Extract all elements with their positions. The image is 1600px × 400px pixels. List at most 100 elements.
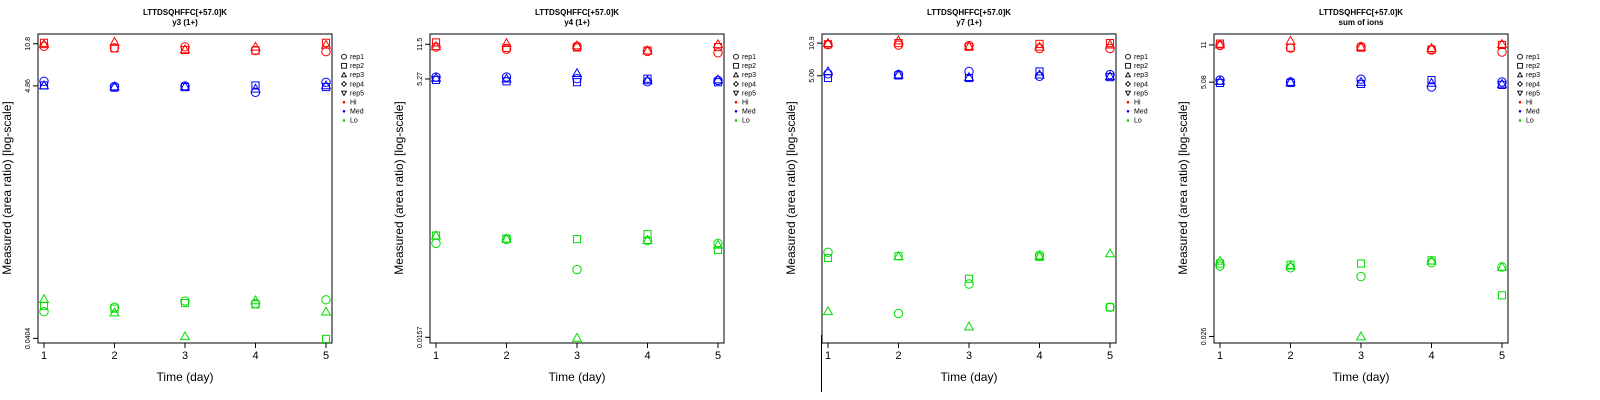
point-hi-rep3-day4 (1034, 41, 1045, 51)
point-med-rep3-day2 (893, 69, 904, 79)
y-axis-label: Measured (area ratio) [log-scale] (1176, 101, 1190, 274)
point-med-rep1-day5 (713, 75, 723, 86)
point-hi-rep3-day5 (1496, 38, 1508, 48)
legend-symbol-rep4 (1124, 80, 1132, 88)
chart-svg-y3: LTTDSQHFFC[+57.0]Ky3 (1+) 1 2 3 4 5 0.0404 4.86… (0, 8, 364, 384)
point-lo-rep1-day2 (1285, 263, 1296, 273)
legend-circle-mark (1517, 53, 1523, 60)
legend-dot-lo (734, 119, 738, 122)
legend-symbol-rep1 (341, 53, 347, 60)
point-lo-rep3-day1 (822, 305, 834, 316)
chart-panel-y3: LTTDSQHFFC[+57.0]K y3 (1+) 1 2 3 4 5 0.0404 4.86… (0, 0, 392, 392)
point-hi-rep3-day3 (571, 40, 583, 50)
point-hi-rep1-day5 (1497, 47, 1507, 57)
chart-panel-y4: LTTDSQHFFC[+57.0]K y4 (1+) 1 2 3 4 5 0.0157 5.27… (392, 0, 784, 392)
point-lo-rep2-day5 (1497, 291, 1507, 300)
point-med-rep1-day4 (1426, 82, 1437, 92)
point-lo-rep3-day3 (571, 332, 583, 342)
legend-label-hi: Hi (1134, 100, 1141, 107)
x-axis-label: Time (day) (549, 370, 606, 384)
x-tick-label: 1 (41, 350, 47, 362)
point-lo-rep2-day3 (180, 298, 190, 308)
legend-label-rep1: rep1 (1526, 54, 1540, 61)
legend-symbol-rep3 (340, 71, 348, 78)
legend-label-rep1: rep1 (742, 54, 756, 61)
plot-frame (429, 33, 725, 344)
y-axis-label: Measured (area ratio) [log-scale] (0, 101, 14, 274)
chart-subtitle: sum of ions (1339, 18, 1384, 27)
x-tick-label: 3 (1358, 350, 1364, 362)
point-hi-rep2-day5 (321, 38, 331, 47)
panel-separator-line (821, 335, 822, 392)
legend-triangle-down-mark (1516, 90, 1524, 97)
legend-circle-mark (1125, 53, 1131, 60)
point-hi-rep3-day5 (712, 38, 724, 49)
point-hi-rep2-day2 (502, 43, 511, 52)
x-tick-label: 2 (503, 350, 509, 362)
point-med-rep1-day3 (1356, 74, 1366, 84)
point-lo-rep1-day1 (823, 247, 833, 258)
point-med-rep3-day3 (571, 67, 583, 78)
legend-label-rep2: rep2 (1134, 63, 1148, 70)
y-tick-label: 10.8 (25, 37, 32, 51)
legend-dot-hi (342, 100, 346, 104)
point-hi-rep3-day2 (501, 37, 512, 48)
point-med-rep2-day5 (1105, 73, 1115, 82)
point-hi-rep3-day3 (179, 44, 191, 54)
legend-label-rep2: rep2 (1526, 63, 1540, 70)
point-med-rep3-day5 (712, 74, 724, 84)
legend-dot-med (734, 110, 738, 113)
x-tick-label: 5 (323, 350, 329, 362)
legend-label-rep4: rep4 (1134, 81, 1148, 88)
legend-label-rep1: rep1 (350, 54, 364, 61)
legend-dot-lo (342, 119, 346, 122)
point-hi-rep2-day4 (1035, 39, 1044, 48)
y-tick-label: 0.026 (1201, 328, 1208, 346)
point-med-rep3-day3 (963, 71, 975, 81)
legend-circle-mark (733, 53, 739, 60)
point-med-rep3-day3 (179, 81, 191, 91)
point-med-rep2-day4 (1035, 67, 1044, 76)
point-lo-rep1-day5 (713, 238, 723, 249)
point-hi-rep3-day3 (963, 40, 975, 51)
legend-label-rep4: rep4 (742, 81, 756, 88)
point-lo-rep3-day2 (109, 307, 120, 317)
x-tick-label: 2 (1287, 350, 1293, 362)
legend-triangle-up-mark (1516, 71, 1524, 78)
point-lo-rep2-day5 (713, 245, 723, 255)
legend-triangle-up-mark (340, 71, 348, 78)
x-axis-label: Time (day) (941, 370, 998, 384)
legend-label-med: Med (1134, 109, 1148, 116)
point-hi-rep1-day2 (893, 40, 904, 50)
legend-label-rep3: rep3 (1526, 72, 1540, 79)
legend-symbol-rep5 (1124, 90, 1132, 97)
point-lo-rep2-day5 (1105, 303, 1115, 312)
point-lo-rep3-day4 (250, 294, 261, 305)
legend-symbol-rep4 (1516, 80, 1524, 88)
point-lo-rep3-day1 (430, 230, 442, 240)
chart-subtitle: y7 (1+) (956, 18, 982, 27)
x-tick-label: 4 (1428, 350, 1434, 362)
point-med-rep3-day1 (38, 80, 50, 90)
legend-triangle-up-mark (732, 71, 740, 78)
chart-title: LTTDSQHFFC[+57.0]K (927, 8, 1011, 17)
y-tick-label: 10.9 (809, 36, 816, 50)
legend-label-lo: Lo (742, 118, 750, 125)
point-lo-rep3-day5 (1496, 261, 1508, 271)
x-tick-label: 4 (644, 350, 650, 362)
point-med-rep3-day5 (1496, 78, 1508, 88)
point-med-rep1-day3 (964, 66, 974, 77)
point-hi-rep3-day1 (822, 37, 834, 47)
point-med-rep3-day1 (822, 66, 834, 76)
point-lo-rep3-day3 (1355, 331, 1367, 341)
point-hi-rep3-day5 (320, 39, 332, 49)
point-lo-rep3-day3 (179, 330, 191, 341)
point-med-rep2-day3 (572, 78, 582, 87)
legend-label-hi: Hi (1526, 100, 1533, 107)
legend-dot-med (342, 110, 346, 113)
point-hi-rep3-day1 (38, 38, 50, 49)
point-med-rep3-day4 (1034, 69, 1045, 79)
x-tick-label: 5 (1499, 350, 1505, 362)
legend-diamond-mark (340, 80, 348, 88)
point-med-rep1-day5 (1497, 77, 1507, 87)
